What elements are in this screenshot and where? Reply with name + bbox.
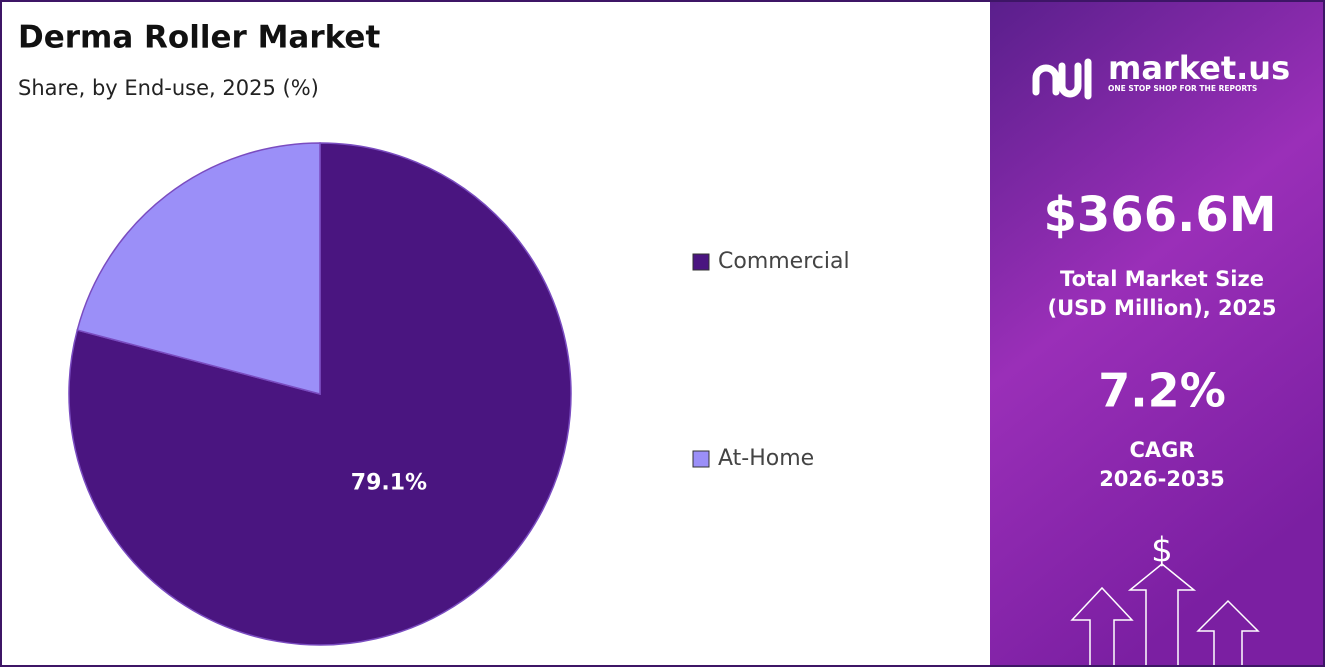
legend-label: Commercial — [718, 249, 850, 274]
cagr-label: CAGR — [1129, 438, 1194, 462]
legend-marker — [692, 450, 710, 468]
market-size: $366.6M — [1044, 187, 1277, 243]
chart-subtitle: Share, by End-use, 2025 (%) — [18, 76, 319, 100]
market-size-label: (USD Million), 2025 — [1048, 296, 1277, 320]
brand: market.us — [1108, 49, 1290, 87]
side-panel — [990, 2, 1323, 665]
legend-label: At-Home — [718, 446, 814, 471]
pie-slice — [76, 142, 321, 395]
pie: 79.1% — [68, 142, 572, 646]
dollar-icon: $ — [1151, 531, 1173, 571]
logo — [1032, 58, 1092, 100]
legend: Commercial At-Home — [692, 249, 850, 471]
cagr: 7.2% — [1098, 364, 1226, 418]
cagr-label: 2026-2035 — [1099, 467, 1225, 491]
tagline: ONE STOP SHOP FOR THE REPORTS — [1108, 84, 1257, 93]
market-size-label: Total Market Size — [1060, 267, 1264, 291]
data-label: 79.1% — [351, 470, 427, 495]
chart-title: Derma Roller Market — [18, 20, 380, 56]
legend-marker — [692, 253, 710, 271]
arrows — [1070, 563, 1260, 665]
